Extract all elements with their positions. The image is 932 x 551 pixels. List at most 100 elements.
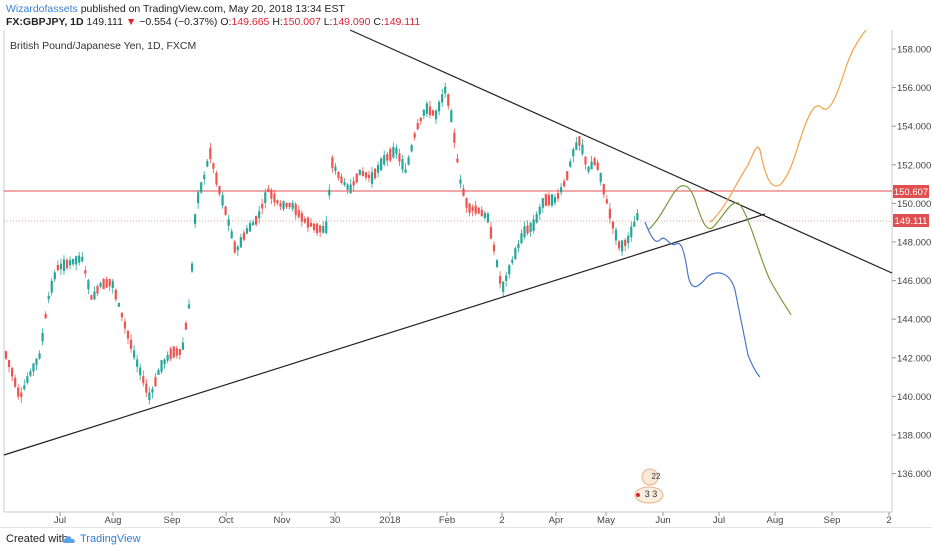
candle-body bbox=[593, 158, 596, 166]
resistance-price-tag: 150.607 bbox=[894, 187, 928, 198]
candle-body bbox=[581, 144, 584, 154]
candle-body bbox=[462, 188, 465, 196]
x-axis-label: 2 bbox=[886, 515, 891, 526]
candle-body bbox=[560, 187, 563, 193]
candle-body bbox=[377, 165, 380, 173]
price-axis: 158.000 156.000 154.000 152.000 150.000 148.0… bbox=[892, 45, 931, 480]
candle-body bbox=[517, 243, 520, 249]
blue-projection-path[interactable] bbox=[644, 221, 761, 378]
x-axis-label: Jun bbox=[655, 515, 670, 526]
candle-body bbox=[532, 219, 535, 231]
x-axis-label: Nov bbox=[274, 515, 291, 526]
x-axis-label: Feb bbox=[439, 515, 455, 526]
candle-body bbox=[35, 358, 38, 365]
x-axis-label: Oct bbox=[219, 515, 234, 526]
y-axis-label: 158.000 bbox=[897, 45, 931, 56]
candle-body bbox=[370, 172, 374, 184]
x-axis-label: Aug bbox=[767, 515, 784, 526]
candle-body bbox=[520, 233, 523, 244]
candle-body bbox=[87, 280, 90, 290]
candle-body bbox=[163, 359, 166, 365]
candle-body bbox=[148, 392, 151, 400]
candle-body bbox=[602, 183, 605, 195]
candle-body bbox=[434, 110, 438, 120]
candle-body bbox=[41, 332, 44, 342]
candle-body bbox=[636, 213, 639, 221]
candle-body bbox=[608, 208, 611, 219]
green-projection-path[interactable] bbox=[647, 185, 792, 316]
candle-body bbox=[212, 163, 215, 169]
candle-body bbox=[483, 212, 486, 219]
candle-body bbox=[492, 244, 496, 252]
candle-body bbox=[175, 348, 178, 356]
candle-body bbox=[96, 285, 99, 294]
candle-body bbox=[215, 172, 218, 185]
upper-trendline[interactable] bbox=[349, 29, 893, 274]
candle-body bbox=[556, 193, 560, 199]
tradingview-cloud-icon bbox=[62, 535, 75, 543]
candle-body bbox=[471, 206, 474, 211]
x-axis-label: Sep bbox=[824, 515, 841, 526]
candle-body bbox=[523, 226, 526, 238]
candle-body bbox=[547, 194, 550, 206]
tradingview-logo[interactable]: TradingView bbox=[62, 533, 141, 545]
candle-body bbox=[303, 218, 306, 223]
y-axis-label: 146.000 bbox=[897, 276, 931, 287]
candle-body bbox=[599, 173, 602, 182]
x-axis-label: Sep bbox=[164, 515, 181, 526]
candle-body bbox=[413, 133, 416, 138]
symbol-label: FX:GBPJPY, 1D bbox=[6, 16, 84, 28]
candle-body bbox=[346, 184, 349, 190]
candle-body bbox=[334, 166, 337, 172]
down-arrow-icon: ▼ bbox=[125, 16, 137, 28]
candle-body bbox=[221, 195, 224, 206]
candle-body bbox=[337, 171, 340, 178]
candle-body bbox=[123, 321, 127, 329]
publish-line: Wizardofassets published on TradingView.… bbox=[6, 3, 345, 15]
candle-body bbox=[389, 148, 392, 161]
candle-body bbox=[267, 188, 270, 192]
plot-area bbox=[4, 30, 892, 512]
candle-body bbox=[139, 367, 142, 376]
y-axis-label: 142.000 bbox=[897, 353, 931, 364]
candle-body bbox=[419, 117, 422, 122]
candle-body bbox=[495, 260, 499, 268]
candle-body bbox=[105, 279, 108, 288]
candle-body bbox=[349, 184, 352, 194]
current-price-tag-bg bbox=[893, 214, 929, 227]
y-axis-label: 136.000 bbox=[897, 469, 931, 480]
low-label: L: bbox=[323, 16, 333, 28]
candle-body bbox=[93, 291, 96, 300]
published-text: published on TradingView.com, May 20, 20… bbox=[80, 3, 345, 15]
orange-projection-path[interactable] bbox=[709, 29, 867, 223]
candle-body bbox=[197, 192, 200, 204]
resistance-price-tag-bg bbox=[893, 185, 929, 198]
candle-body bbox=[456, 158, 459, 163]
candle-body bbox=[459, 179, 462, 184]
candle-body bbox=[380, 158, 383, 171]
candle-body bbox=[392, 146, 395, 158]
high-value: 150.007 bbox=[282, 16, 321, 28]
candle-body bbox=[587, 166, 590, 172]
candle-body bbox=[633, 221, 636, 227]
candle-body bbox=[84, 270, 87, 274]
lower-trendline[interactable] bbox=[3, 213, 766, 456]
candle-body bbox=[62, 259, 66, 271]
candle-body bbox=[312, 223, 316, 230]
tradingview-brand: TradingView bbox=[80, 533, 141, 545]
marker-bottom-circle[interactable] bbox=[634, 486, 664, 504]
marker-top-circle[interactable] bbox=[641, 468, 659, 486]
candle-body bbox=[68, 260, 72, 266]
author-link[interactable]: Wizardofassets bbox=[6, 3, 78, 15]
idea-marker[interactable]: 22 3 3 bbox=[634, 468, 664, 504]
candle-body bbox=[590, 161, 593, 170]
chart-title: British Pound/Japanese Yen, 1D, FXCM bbox=[10, 40, 197, 52]
candle-body bbox=[4, 351, 8, 359]
candle-body bbox=[428, 106, 432, 116]
candle-body bbox=[352, 181, 355, 186]
candle-body bbox=[514, 248, 517, 260]
candle-body bbox=[431, 110, 435, 116]
candle-body bbox=[361, 170, 364, 176]
candle-body bbox=[569, 161, 572, 167]
